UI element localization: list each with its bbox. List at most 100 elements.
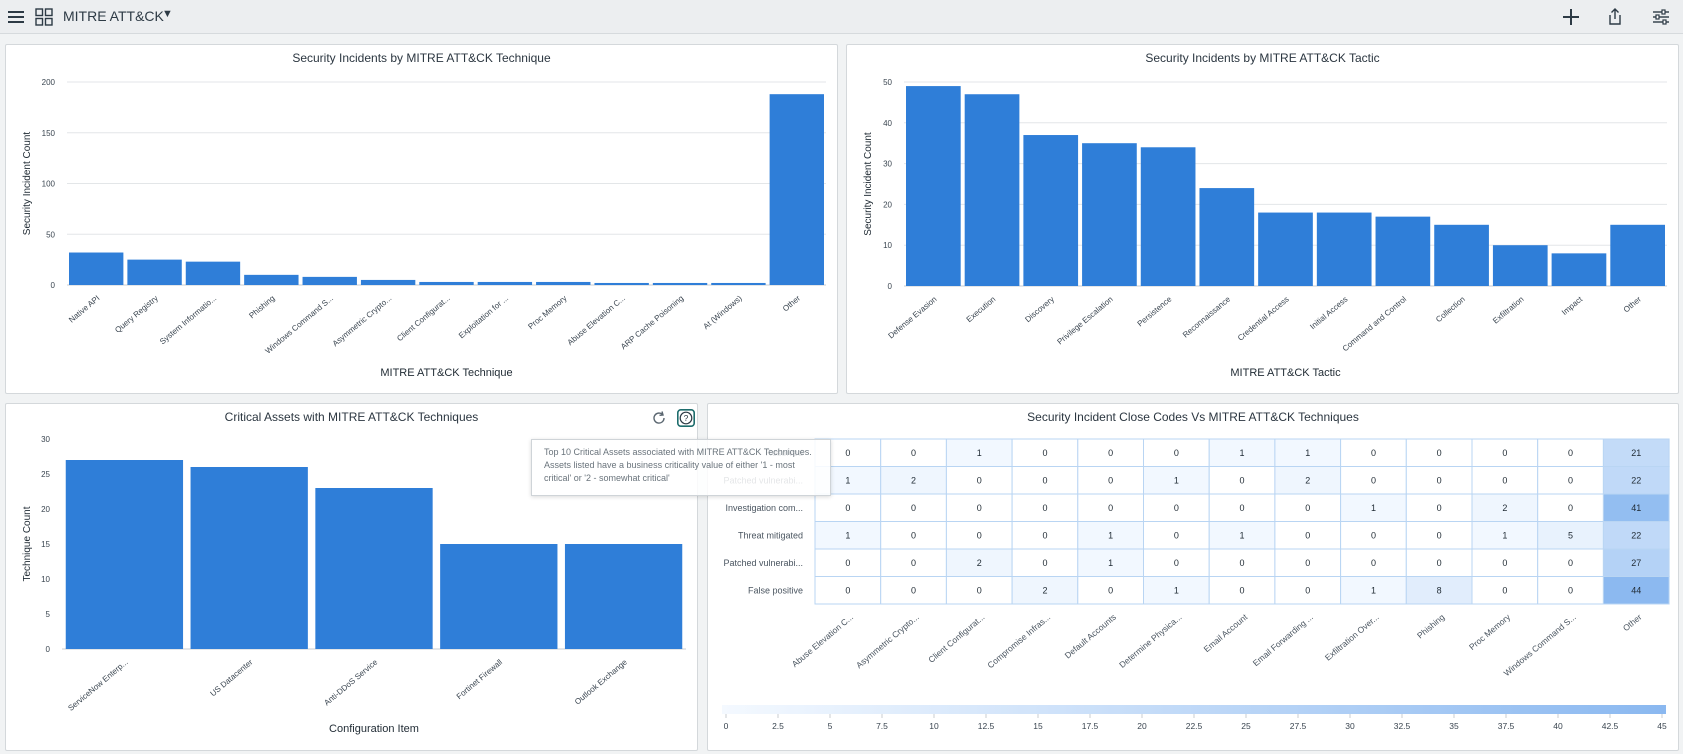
bar	[906, 86, 961, 286]
color-scale-label: 17.5	[1082, 721, 1099, 731]
heatmap-cell-value: 0	[1042, 475, 1047, 485]
color-scale-label: 0	[724, 721, 729, 731]
heatmap-cell-value: 0	[1502, 558, 1507, 568]
close-codes-heatmap-panel: Security Incident Close Codes Vs MITRE A…	[707, 403, 1679, 751]
x-tick-label: Defense Evasion	[887, 295, 939, 341]
grid-icon[interactable]	[34, 7, 54, 27]
heatmap-column-label: Phishing	[1415, 612, 1447, 641]
color-scale-bar	[722, 705, 1666, 714]
x-tick-label: Anti-DDoS Service	[322, 657, 379, 707]
x-tick-label: Credential Access	[1236, 295, 1291, 343]
heatmap-cell	[1011, 548, 1079, 577]
heatmap-cell-value: 0	[1568, 585, 1573, 595]
help-icon[interactable]: ?	[677, 409, 695, 427]
x-tick-label: System Informatio...	[158, 294, 218, 347]
heatmap-cell-value: 1	[1305, 448, 1310, 458]
dashboard-title[interactable]: MITRE ATT&CK	[63, 8, 164, 24]
heatmap-cell-value: 1	[1174, 475, 1179, 485]
bar	[652, 282, 708, 285]
heatmap-cell-value: 2	[977, 558, 982, 568]
bar	[1316, 212, 1372, 286]
heatmap-cell	[1077, 438, 1144, 467]
heatmap-cell-value: 0	[977, 530, 982, 540]
heatmap-cell-value: 1	[1108, 558, 1113, 568]
heatmap-cell	[1537, 548, 1604, 577]
y-tick-label: 30	[41, 435, 50, 444]
panel-title: Security Incidents by MITRE ATT&CK Tacti…	[1145, 51, 1380, 65]
color-scale-label: 35	[1449, 721, 1459, 731]
heatmap-cell	[1471, 521, 1539, 550]
heatmap-cell-value: 22	[1631, 530, 1641, 540]
svg-text:?: ?	[684, 413, 689, 423]
heatmap-cell	[945, 576, 1013, 605]
heatmap-cell-value: 0	[845, 585, 850, 595]
menu-icon[interactable]	[6, 7, 26, 27]
x-tick-label: Query Registry	[113, 294, 160, 335]
x-tick-label: Other	[1622, 294, 1643, 314]
x-tick-label: Proc Memory	[526, 294, 568, 331]
heatmap-cell-value: 27	[1631, 558, 1641, 568]
x-tick-label: ARP Cache Poisoning	[619, 294, 685, 352]
x-tick-label: Initial Access	[1308, 295, 1349, 332]
x-tick-label: Exfiltration	[1491, 295, 1525, 326]
heatmap-row-label: Threat mitigated	[738, 530, 803, 540]
heatmap-cell	[1340, 548, 1407, 577]
heatmap-cell-value: 0	[1502, 475, 1507, 485]
heatmap-cell-value: 2	[1042, 585, 1047, 595]
x-tick-label: Collection	[1434, 295, 1467, 324]
caret-down-icon[interactable]: ▼	[162, 8, 173, 20]
x-axis-label: MITRE ATT&CK Tactic	[1230, 367, 1341, 379]
heatmap-cell	[1143, 466, 1210, 495]
heatmap-cell-value: 22	[1631, 475, 1641, 485]
y-axis-label: Security Incident Count	[22, 132, 33, 236]
y-tick-label: 100	[42, 180, 56, 189]
heatmap-cell	[1537, 438, 1604, 467]
heatmap-cell-value: 1	[1371, 503, 1376, 513]
heatmap-cell	[880, 548, 947, 577]
x-tick-label: Windows Command S...	[263, 294, 335, 356]
heatmap-cell	[1143, 576, 1210, 605]
x-axis-label: Configuration Item	[329, 723, 419, 735]
x-tick-label: Phishing	[247, 294, 276, 321]
heatmap-cell	[880, 493, 947, 522]
bar	[594, 282, 649, 285]
share-icon[interactable]	[1605, 7, 1625, 27]
heatmap-cell	[1011, 438, 1079, 467]
filter-settings-icon[interactable]	[1651, 7, 1671, 27]
heatmap-cell-value: 0	[1042, 558, 1047, 568]
color-scale-label: 27.5	[1290, 721, 1307, 731]
heatmap-cell-value: 2	[1305, 475, 1310, 485]
bar	[964, 94, 1020, 286]
heatmap-cell	[1537, 521, 1604, 550]
bar	[419, 281, 474, 285]
bar	[65, 460, 184, 649]
bar	[1258, 212, 1313, 286]
heatmap-column-label: Other	[1621, 612, 1644, 633]
heatmap-cell	[1602, 548, 1670, 577]
heatmap-cell-value: 1	[1108, 530, 1113, 540]
close-codes-heatmap: Resolved00100011000021Patched vulnerabi.…	[722, 438, 1670, 731]
bar	[711, 282, 766, 285]
bar	[1375, 216, 1431, 286]
y-tick-label: 30	[883, 160, 892, 169]
heatmap-cell	[1602, 466, 1670, 495]
bar	[564, 544, 683, 649]
heatmap-cell	[1011, 576, 1079, 605]
add-icon[interactable]	[1561, 7, 1581, 27]
y-tick-label: 200	[42, 78, 56, 87]
bar	[302, 276, 357, 285]
bar	[190, 467, 308, 649]
color-scale-label: 37.5	[1498, 721, 1515, 731]
bar	[69, 252, 124, 285]
y-tick-label: 10	[883, 241, 892, 250]
refresh-icon[interactable]	[651, 410, 667, 426]
top-bar: MITRE ATT&CK ▼	[0, 0, 1683, 34]
x-tick-label: Execution	[965, 295, 998, 324]
heatmap-cell-value: 5	[1568, 530, 1573, 540]
heatmap-cell	[880, 576, 947, 605]
heatmap-cell-value: 0	[1042, 503, 1047, 513]
x-tick-label: Exploitation for ...	[457, 294, 510, 341]
x-tick-label: Abuse Elevation C...	[566, 294, 627, 347]
heatmap-cell	[945, 438, 1013, 467]
tactic-chart-panel: Security Incidents by MITRE ATT&CK Tacti…	[846, 44, 1679, 394]
